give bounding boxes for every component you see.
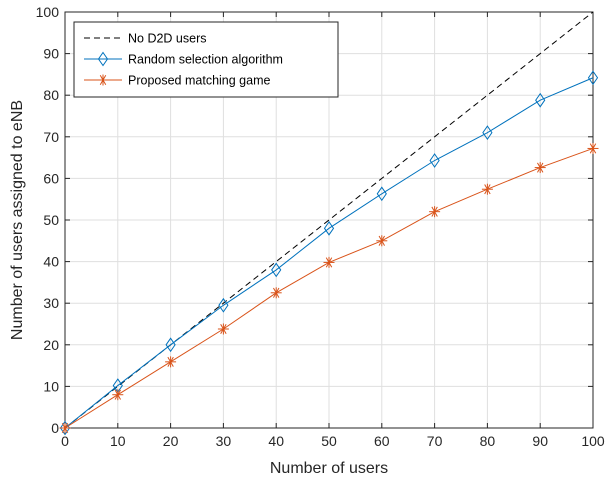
data-point [217, 323, 229, 335]
x-tick-label: 0 [61, 433, 69, 449]
legend: No D2D users Random selection algorithm Pr… [73, 21, 339, 98]
x-tick-label: 20 [163, 433, 179, 449]
series-1 [59, 70, 599, 436]
legend-label: No D2D users [128, 32, 207, 46]
y-tick-label: 20 [43, 337, 59, 353]
x-tick-label: 40 [268, 433, 284, 449]
y-tick-label: 70 [43, 129, 59, 145]
x-axis-label: Number of users [270, 460, 388, 477]
data-point [323, 220, 335, 236]
y-tick-label: 40 [43, 254, 59, 270]
data-point [587, 142, 599, 154]
x-tick-label: 50 [321, 433, 337, 449]
data-point [376, 235, 388, 247]
data-point [429, 153, 440, 168]
y-tick-label: 10 [43, 378, 59, 394]
x-tick-label: 90 [532, 433, 548, 449]
legend-label: Random selection algorithm [128, 53, 283, 67]
x-tick-label: 80 [480, 433, 496, 449]
data-point [482, 125, 493, 141]
data-point [165, 337, 176, 353]
data-point [165, 356, 177, 368]
data-point [376, 186, 387, 202]
y-tick-label: 30 [43, 295, 59, 311]
y-tick-label: 50 [43, 212, 59, 228]
x-tick-label: 30 [216, 433, 232, 449]
legend-marker [97, 74, 109, 86]
x-tick-label: 60 [374, 433, 390, 449]
data-point [534, 162, 546, 174]
data-point [587, 70, 599, 86]
data-point [429, 206, 441, 218]
y-tick-label: 60 [43, 170, 59, 186]
data-point [535, 92, 546, 108]
y-tick-label: 80 [43, 87, 59, 103]
data-point [323, 256, 335, 268]
legend-marker [97, 51, 109, 67]
y-tick-label: 0 [51, 420, 59, 436]
series-line [64, 77, 594, 429]
y-tick-label: 90 [43, 46, 59, 62]
y-axis-label: Number of users assigned to eNB [9, 100, 26, 340]
legend-label: Proposed matching game [128, 74, 270, 88]
data-point [59, 422, 71, 434]
series-2 [59, 142, 599, 434]
data-point [270, 287, 282, 299]
data-point [271, 262, 282, 278]
data-point [481, 183, 493, 195]
data-point [112, 389, 124, 401]
data-point [218, 297, 229, 313]
series-layer [59, 11, 599, 436]
x-tick-label: 100 [581, 433, 605, 449]
x-tick-label: 10 [110, 433, 126, 449]
x-tick-label: 70 [427, 433, 443, 449]
y-tick-label: 100 [36, 4, 60, 20]
